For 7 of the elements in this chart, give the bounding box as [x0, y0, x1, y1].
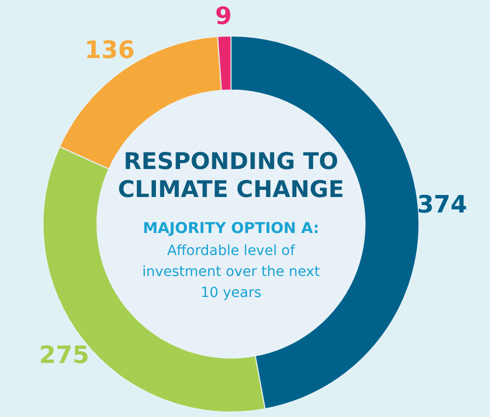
data-label: 136: [84, 36, 135, 64]
data-label: 9: [215, 2, 232, 30]
text: RESPONDING TO CLIMATE CHANGE: [118, 149, 344, 203]
text: MAJORITY OPTION A:: [142, 219, 320, 237]
text: Affordable level of investment over the next 10 years: [142, 243, 320, 301]
data-label: 374: [417, 190, 468, 219]
data-label: 275: [39, 340, 90, 369]
